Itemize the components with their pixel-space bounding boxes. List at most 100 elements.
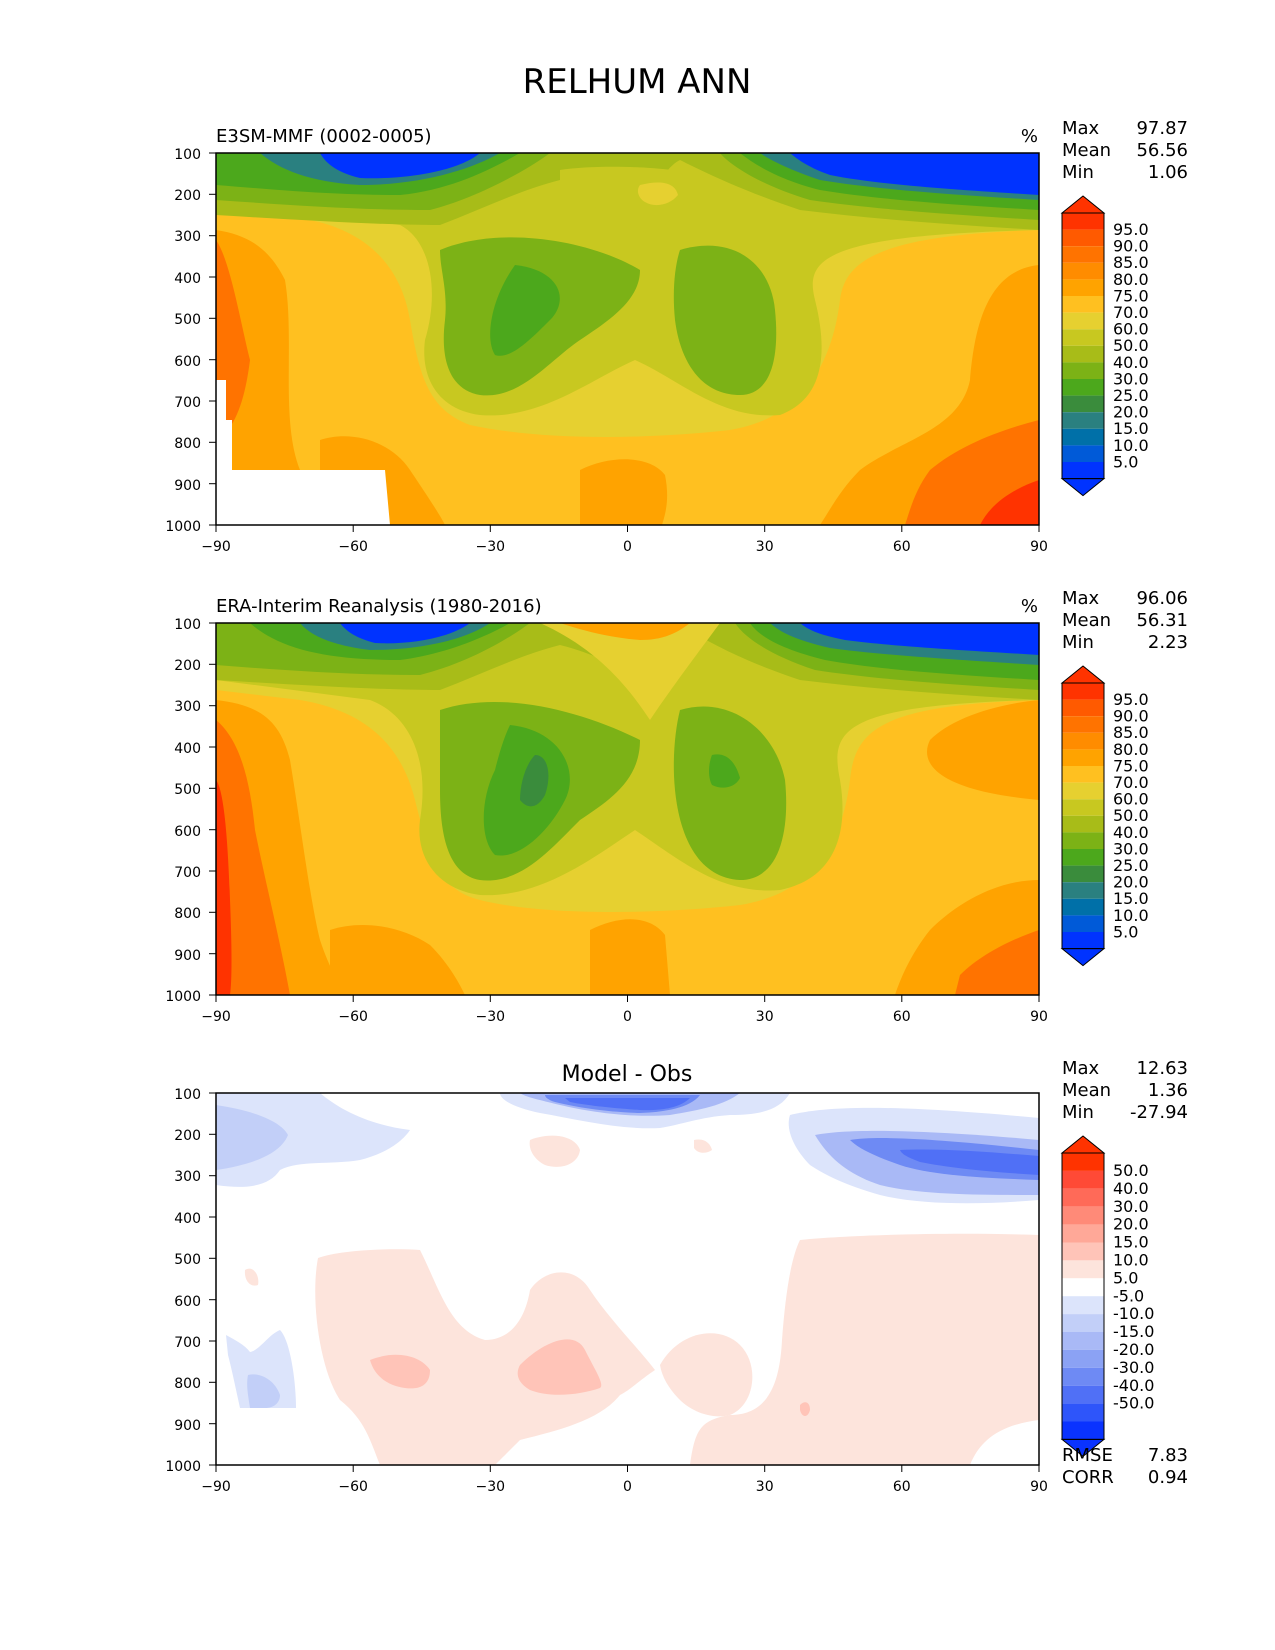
panel-test-band-eq-orange	[580, 459, 668, 525]
panel-ref-band-eq-ridge	[540, 623, 720, 720]
colorbar-level-label: 95.0	[1113, 690, 1149, 709]
colorbar-outline	[1061, 1152, 1105, 1440]
colorbar-level-label: 85.0	[1113, 253, 1149, 272]
panel-ref-x-axis: −90 −60 −30 0 30 60 90	[201, 995, 1048, 1025]
panel-ref-stat-mean-label: Mean	[1062, 610, 1111, 631]
panel-ref-band-right-deep	[955, 930, 1039, 995]
colorbar-swatch	[1062, 395, 1104, 413]
panel-diff-contour-field	[215, 1092, 1040, 1466]
panel-ref-ytick-label: 100	[174, 617, 201, 633]
panel-diff-corr-value: 0.94	[1148, 1467, 1188, 1488]
panel-ref-xtick-label: 90	[1030, 1009, 1048, 1025]
panel-diff-ytick-label: 700	[174, 1335, 201, 1351]
colorbar-level-label: -5.0	[1113, 1286, 1144, 1305]
colorbar-level-label: 30.0	[1113, 1197, 1149, 1216]
panel-diff-xtick-label: −60	[338, 1479, 368, 1495]
panel-ref-ytick-label: 300	[174, 699, 201, 715]
panel-ref-xtick-label: −90	[201, 1009, 231, 1025]
colorbar-level-label: 90.0	[1113, 237, 1149, 256]
colorbar-swatch	[1062, 699, 1104, 717]
panel-ref-stat-max-value: 96.06	[1136, 588, 1188, 609]
colorbar-swatch	[1062, 1278, 1104, 1297]
panel-diff-band-pos-mid-r	[517, 1339, 602, 1395]
panel-diff-extra-stats: RMSE 7.83 CORR 0.94	[1062, 1445, 1188, 1488]
panel-diff-stat-max-label: Max	[1062, 1058, 1100, 1079]
colorbar-level-label: 20.0	[1113, 873, 1149, 892]
panel-ref-xtick-label: 60	[893, 1009, 911, 1025]
colorbar-level-label: -20.0	[1113, 1340, 1154, 1359]
panel-diff-stat-max-value: 12.63	[1136, 1058, 1188, 1079]
panel-diff-band-pos-right	[690, 1233, 1039, 1465]
panel-test-band-right-red	[980, 480, 1039, 525]
colorbar-level-label: 20.0	[1113, 403, 1149, 422]
colorbar-swatch	[1062, 799, 1104, 816]
colorbar-swatch	[1062, 428, 1104, 446]
panel-test-ytick-label: 700	[174, 395, 201, 411]
panel-diff-stats: Max 12.63 Mean 1.36 Min -27.94	[1062, 1058, 1188, 1123]
colorbar-swatch	[1062, 732, 1104, 750]
panel-ref: ERA-Interim Reanalysis (1980-2016) % Max…	[165, 588, 1188, 1025]
colorbar-level-label: -15.0	[1113, 1322, 1154, 1341]
panel-test-missing-terrain	[216, 380, 390, 525]
colorbar-swatch	[1062, 1260, 1104, 1279]
colorbar-swatch	[1062, 1332, 1104, 1350]
colorbar-swatch	[1062, 865, 1104, 883]
colorbar-swatch	[1062, 882, 1104, 899]
colorbar-swatch	[1062, 329, 1104, 346]
colorbar-swatch	[1062, 1349, 1104, 1368]
panel-diff: Model - Obs Max 12.63 Mean 1.36 Min -27.…	[165, 1058, 1188, 1495]
panel-diff-ytick-label: 900	[174, 1418, 201, 1434]
colorbar-swatch	[1062, 749, 1104, 766]
panel-ref-xtick-label: −30	[476, 1009, 506, 1025]
panel-diff-colorbar: 50.0 40.0 30.0 20.0 15.0 10.0 5.0 -5.0 -…	[1060, 1135, 1154, 1458]
panel-test-stat-mean-label: Mean	[1062, 140, 1111, 161]
panel-ref-ytick-label: 1000	[165, 989, 201, 1005]
panel-test-stat-min-value: 1.06	[1148, 162, 1188, 183]
colorbar-level-label: 70.0	[1113, 773, 1149, 792]
colorbar-level-label: 20.0	[1113, 1215, 1149, 1234]
panel-diff-xtick-label: 0	[623, 1479, 632, 1495]
panel-test-stat-min-label: Min	[1062, 162, 1094, 183]
panel-test-left-title: E3SM-MMF (0002-0005)	[216, 126, 432, 147]
panel-diff-band-pos-dot	[800, 1402, 810, 1416]
panel-test-ytick-label: 900	[174, 478, 201, 494]
panel-diff-stat-min-value: -27.94	[1130, 1102, 1188, 1123]
panel-ref-ytick-label: 900	[174, 948, 201, 964]
colorbar-swatch	[1062, 1385, 1104, 1404]
colorbar-swatch	[1062, 1188, 1104, 1207]
panel-diff-center-title: Model - Obs	[562, 1062, 693, 1087]
panel-diff-band-neg-left-mid	[216, 1105, 288, 1170]
panel-test-xtick-label: 30	[756, 539, 774, 555]
panel-test-xtick-label: 60	[893, 539, 911, 555]
panel-diff-ytick-label: 200	[174, 1128, 201, 1144]
panel-diff-xtick-label: 60	[893, 1479, 911, 1495]
colorbar-swatch	[1062, 782, 1104, 800]
panel-ref-ytick-label: 200	[174, 658, 201, 674]
colorbar-swatch	[1062, 766, 1104, 783]
panel-ref-band-mid-orange	[330, 919, 670, 995]
panel-ref-left-title: ERA-Interim Reanalysis (1980-2016)	[216, 596, 542, 617]
panel-test-ytick-label: 800	[174, 436, 201, 452]
panel-ref-ytick-label: 500	[174, 782, 201, 798]
panel-test-stat-mean-value: 56.56	[1136, 140, 1188, 161]
panel-diff-xtick-label: 30	[756, 1479, 774, 1495]
panel-test-xtick-label: 0	[623, 539, 632, 555]
colorbar-level-label: 75.0	[1113, 756, 1149, 775]
colorbar-level-label: 30.0	[1113, 369, 1149, 388]
colorbar-level-label: 30.0	[1113, 839, 1149, 858]
colorbar-level-label: 50.0	[1113, 1161, 1149, 1180]
colorbar-level-label: 90.0	[1113, 707, 1149, 726]
colorbar-swatch	[1062, 1153, 1104, 1171]
colorbar-swatch	[1062, 683, 1104, 700]
panel-test-ytick-label: 100	[174, 147, 201, 163]
colorbar-level-label: -50.0	[1113, 1394, 1154, 1413]
colorbar-level-label: 25.0	[1113, 856, 1149, 875]
colorbar-level-label: 15.0	[1113, 419, 1149, 438]
panel-diff-ytick-label: 500	[174, 1252, 201, 1268]
panel-test-stat-max-value: 97.87	[1136, 118, 1188, 139]
panel-ref-stat-mean-value: 56.31	[1136, 610, 1188, 631]
panel-test-ytick-label: 1000	[165, 519, 201, 535]
panel-diff-ytick-label: 400	[174, 1211, 201, 1227]
panel-test-stats: Max 97.87 Mean 56.56 Min 1.06	[1062, 118, 1188, 183]
